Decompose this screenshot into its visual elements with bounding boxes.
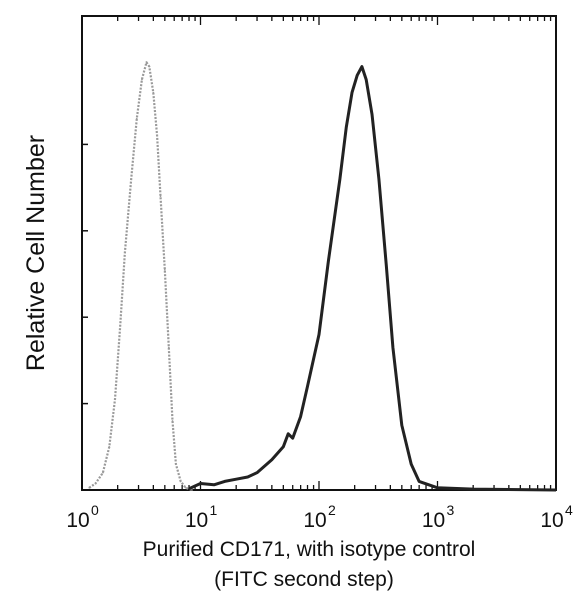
series-1-point [164, 268, 166, 271]
series-2-point [371, 113, 373, 115]
series-2-point [246, 476, 249, 478]
series-1-point [179, 480, 182, 483]
x-tick-label: 10 [540, 509, 563, 532]
series-2-point [306, 385, 309, 388]
series-1-point [184, 487, 187, 489]
series-1-point [119, 325, 121, 327]
cd171-histogram [188, 65, 557, 492]
series-1-point [171, 420, 174, 422]
series-2-point [318, 333, 320, 336]
series-1-point [152, 91, 155, 94]
series-2-point [199, 482, 202, 485]
series-2-point [401, 424, 403, 427]
series-2-point [472, 488, 475, 490]
series-1-point [94, 482, 97, 485]
x-tick-label-exponent: 1 [210, 502, 218, 518]
series-1-point [88, 487, 90, 489]
isotype-control-histogram [88, 61, 193, 492]
x-tick-label-exponent: 0 [91, 502, 99, 518]
series-1-point [102, 471, 104, 474]
series-2-point [256, 471, 258, 474]
x-tick-label: 10 [185, 509, 208, 532]
series-2-point [339, 178, 341, 180]
series-2-point [436, 487, 439, 489]
series-1-point [136, 117, 138, 120]
series-1-point [159, 195, 162, 197]
x-tick-label-exponent: 2 [328, 502, 336, 518]
series-2-point [365, 78, 368, 81]
series-2-point [345, 126, 348, 128]
series-1-point [191, 489, 193, 491]
x-axis-title-line-2: (FITC second step) [214, 568, 394, 591]
series-2-point [188, 487, 190, 490]
series-1-point [130, 178, 132, 180]
series-2-point [299, 415, 302, 418]
x-tick-label-exponent: 4 [565, 502, 573, 518]
series-2-point [291, 437, 294, 440]
x-tick-label-exponent: 3 [447, 502, 455, 518]
x-tick-label: 10 [303, 509, 326, 532]
series-1-point [168, 346, 170, 349]
series-2-point [282, 446, 285, 448]
x-tick-label: 10 [66, 509, 89, 532]
series-2-point [213, 484, 215, 486]
series-1-point [175, 463, 177, 465]
series-2-point [271, 459, 273, 461]
series-1-point [108, 446, 111, 448]
series-2-point [223, 480, 226, 483]
x-tick-label: 10 [422, 509, 445, 532]
series-layer [88, 61, 557, 492]
series-1-point [141, 78, 143, 81]
series-2-point [385, 264, 388, 267]
y-axis-title: Relative Cell Number [22, 135, 50, 371]
series-2-point [327, 260, 330, 262]
series-2-point [287, 433, 290, 435]
series-2-point [410, 463, 413, 465]
series-1-point [124, 251, 126, 254]
series-2-point [361, 65, 363, 68]
series-2-point [392, 346, 394, 349]
series-2-point [555, 489, 557, 491]
x-axis-title-line-1: Purified CD171, with isotype control [143, 538, 476, 561]
series-1-point [114, 398, 116, 401]
x-tick-labels: 10 0 10 1 10 2 10 3 10 4 [66, 502, 573, 532]
series-2-point [351, 91, 353, 94]
series-1-point [148, 65, 151, 68]
series-2-point [356, 74, 359, 77]
series-2-point [378, 178, 380, 180]
series-2-point [235, 478, 237, 481]
y-axis-ticks [82, 143, 88, 491]
series-1-point [145, 61, 148, 64]
series-2-point [418, 480, 420, 483]
series-1-point [156, 135, 158, 137]
